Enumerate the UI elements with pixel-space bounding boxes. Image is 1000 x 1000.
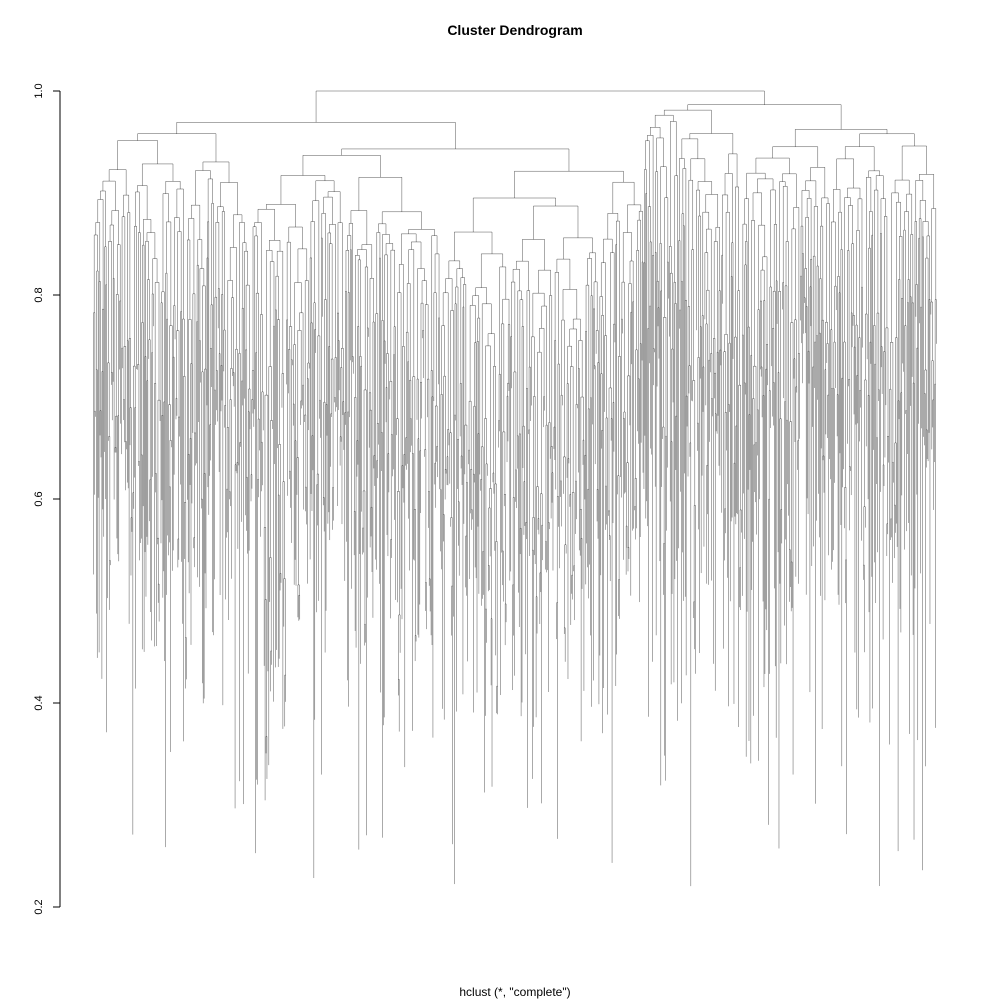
y-tick-label: 0.2 xyxy=(33,899,45,914)
dendrogram-branches xyxy=(93,90,937,887)
y-tick-label: 0.6 xyxy=(33,491,45,506)
y-tick-label: 0.8 xyxy=(33,287,45,302)
y-tick-label: 0.4 xyxy=(33,695,45,710)
y-tick-label: 1.0 xyxy=(33,83,45,98)
chart-subtitle: hclust (*, "complete") xyxy=(459,985,570,999)
y-axis: 0.2 0.4 0.6 0.8 1.0 xyxy=(33,83,61,915)
chart-title: Cluster Dendrogram xyxy=(447,22,582,38)
dendrogram-tree xyxy=(93,90,937,887)
